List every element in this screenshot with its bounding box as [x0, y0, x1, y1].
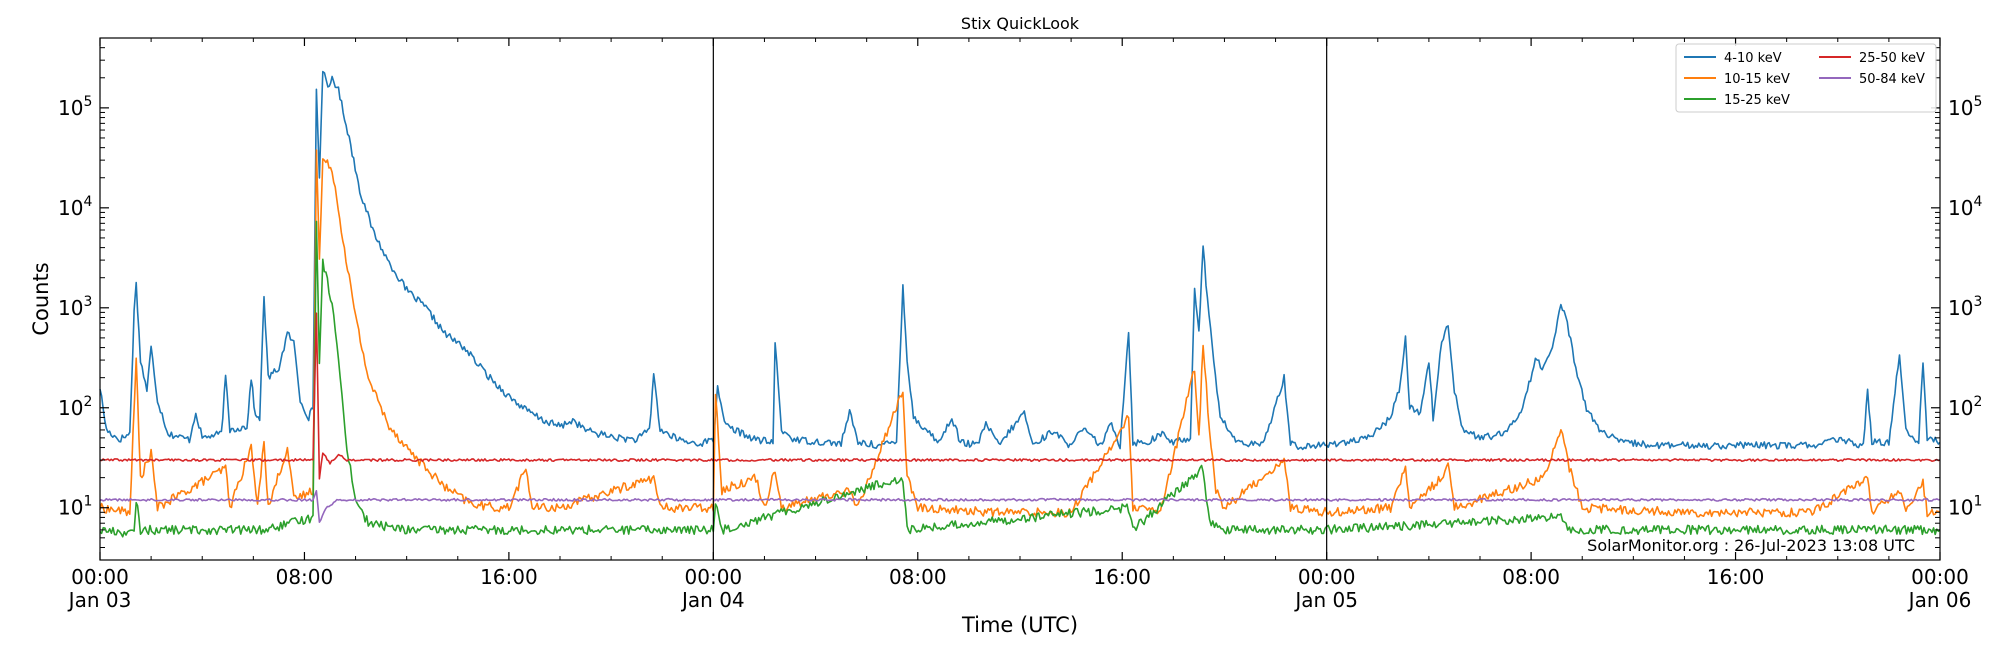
y-tick-exponent: 1 — [1973, 494, 1982, 510]
y-tick-exponent: 3 — [1973, 294, 1982, 310]
y-axis-title: Counts — [29, 262, 53, 335]
legend: 4-10 keV 10-15 keV 15-25 keV 25-50 keV 50-84… — [1675, 43, 1937, 113]
y-tick-exponent: 2 — [83, 394, 92, 410]
x-tick-label: 00:00 — [1911, 565, 1969, 589]
x-tick-label: 16:00 — [1093, 565, 1151, 589]
y-tick-exponent: 2 — [1973, 394, 1982, 410]
y-tick-exponent: 5 — [1973, 94, 1982, 110]
legend-label: 50-84 keV — [1859, 72, 1925, 87]
x-tick-date-label: Jan 05 — [1293, 588, 1358, 612]
x-tick-date-label: Jan 06 — [1907, 588, 1972, 612]
x-axis-title: Time (UTC) — [961, 613, 1078, 637]
legend-box — [1675, 43, 1937, 113]
x-tick-label: 16:00 — [1707, 565, 1765, 589]
y-tick-exponent: 5 — [83, 94, 92, 110]
x-tick-label: 08:00 — [276, 565, 334, 589]
x-tick-date-label: Jan 04 — [680, 588, 745, 612]
watermark-text: SolarMonitor.org : 26-Jul-2023 13:08 UTC — [1587, 536, 1915, 555]
series-layer — [99, 70, 1941, 538]
x-tick-label: 08:00 — [889, 565, 947, 589]
y-tick-exponent: 1 — [83, 494, 92, 510]
x-tick-label: 00:00 — [1298, 565, 1356, 589]
y-tick-exponent: 3 — [83, 294, 92, 310]
series-line-4-10-kev — [99, 70, 1941, 451]
chart-title: Stix QuickLook — [961, 14, 1080, 33]
x-tick-label: 00:00 — [71, 565, 129, 589]
x-tick-label: 08:00 — [1502, 565, 1560, 589]
x-tick-label: 00:00 — [685, 565, 743, 589]
x-tick-date-label: Jan 03 — [67, 588, 132, 612]
y-tick-exponent: 4 — [83, 194, 92, 210]
legend-label: 4-10 keV — [1724, 51, 1782, 66]
legend-label: 25-50 keV — [1859, 51, 1925, 66]
series-line-15-25-kev — [99, 220, 1941, 538]
y-tick-exponent: 4 — [1973, 194, 1982, 210]
series-line-25-50-kev — [99, 312, 1941, 480]
series-line-50-84-kev — [99, 490, 1941, 523]
legend-label: 10-15 keV — [1724, 72, 1790, 87]
day-separator-layer — [712, 38, 1328, 560]
legend-label: 15-25 keV — [1724, 93, 1790, 108]
series-line-10-15-kev — [99, 149, 1941, 518]
x-tick-label: 16:00 — [480, 565, 538, 589]
